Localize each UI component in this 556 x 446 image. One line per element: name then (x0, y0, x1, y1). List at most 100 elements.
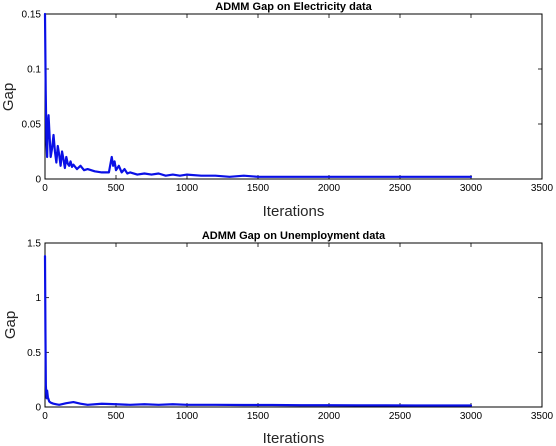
data-point (385, 404, 387, 406)
data-point (129, 171, 131, 173)
data-point (292, 176, 295, 178)
data-point (51, 402, 53, 404)
data-point (83, 169, 85, 171)
data-point (79, 165, 82, 167)
data-point (101, 403, 103, 405)
x-tick-label: 2000 (318, 411, 341, 422)
x-tick-label: 2500 (389, 183, 412, 194)
data-point (442, 404, 444, 407)
data-point (67, 163, 69, 165)
data-point (87, 404, 89, 406)
data-point (165, 175, 167, 177)
data-point (48, 128, 50, 131)
data-point (115, 169, 117, 171)
data-point (87, 168, 89, 170)
data-point (62, 158, 65, 160)
data-point (121, 171, 123, 173)
data-point (111, 156, 113, 158)
data-point (186, 404, 188, 406)
data-point (55, 403, 57, 405)
chart-unemployment: ADMM Gap on Unemployment data Gap Iterat… (2, 230, 554, 446)
data-point (45, 384, 47, 386)
x-tick-label: 0 (42, 183, 48, 194)
data-point (200, 175, 202, 177)
data-point (115, 403, 117, 405)
data-point (113, 160, 116, 162)
data-point (143, 403, 145, 405)
data-point (434, 176, 437, 178)
data-point (136, 174, 138, 176)
data-point (243, 175, 245, 177)
data-point (54, 150, 56, 153)
x-axis-label: Iterations (263, 203, 325, 220)
data-point (44, 13, 46, 15)
data-point (47, 398, 50, 400)
data-point (55, 161, 57, 164)
data-point (68, 165, 70, 167)
x-tick-label: 1000 (176, 411, 199, 422)
y-tick-label: 0.15 (22, 10, 42, 21)
x-tick-label: 3500 (531, 183, 554, 194)
data-point (45, 139, 48, 142)
data-point (328, 176, 330, 178)
data-point (51, 147, 53, 149)
data-point (52, 134, 55, 136)
data-point (47, 114, 50, 116)
data-point (44, 329, 47, 332)
data-point (172, 403, 174, 405)
data-point (50, 156, 52, 158)
data-point (46, 156, 48, 158)
data-point (60, 165, 62, 167)
data-point (65, 156, 67, 158)
data-point (413, 404, 415, 407)
data-point (328, 404, 330, 406)
data-point (47, 396, 49, 398)
data-point (46, 397, 48, 399)
data-point (94, 170, 96, 172)
data-point (58, 154, 60, 156)
data-point (229, 176, 231, 178)
y-tick-label: 0 (35, 175, 41, 186)
data-point (300, 404, 302, 406)
x-tick-label: 3000 (460, 411, 483, 422)
y-axis-label: Gap (0, 83, 17, 111)
x-tick-label: 3500 (531, 411, 554, 422)
data-point (186, 174, 188, 176)
data-point (50, 402, 52, 404)
data-point (46, 390, 48, 392)
y-axis-label: Gap (2, 311, 19, 339)
data-point (57, 145, 59, 147)
data-point (158, 172, 160, 175)
data-point (58, 404, 60, 406)
data-point (48, 400, 50, 403)
data-point (243, 404, 245, 406)
data-point (108, 171, 110, 173)
data-point (72, 164, 74, 166)
data-point (76, 168, 78, 170)
data-point (118, 165, 120, 167)
y-tick-label: 0.5 (27, 348, 41, 359)
data-point (257, 176, 259, 178)
x-axis-label: Iterations (263, 430, 325, 446)
x-tick-label: 0 (42, 411, 48, 422)
x-tick-label: 1500 (247, 183, 270, 194)
chart-title: ADMM Gap on Electricity data (215, 1, 372, 13)
plot-area-frame (44, 242, 543, 408)
y-tick-label: 1 (35, 293, 41, 304)
data-point (129, 404, 131, 406)
data-point (158, 404, 160, 406)
data-point (363, 176, 366, 178)
data-point (112, 165, 114, 167)
x-tick-label: 2500 (389, 411, 412, 422)
data-point (71, 166, 73, 168)
data-point (72, 401, 74, 403)
data-point (44, 255, 46, 257)
data-point (214, 404, 216, 406)
chart-electricity: ADMM Gap on Electricity data Gap Iterati… (0, 1, 554, 220)
y-tick-label: 0.05 (22, 120, 42, 131)
data-point (214, 175, 216, 177)
data-point (126, 172, 128, 175)
y-tick-label: 1.5 (27, 239, 41, 250)
x-tick-label: 2000 (318, 183, 341, 194)
